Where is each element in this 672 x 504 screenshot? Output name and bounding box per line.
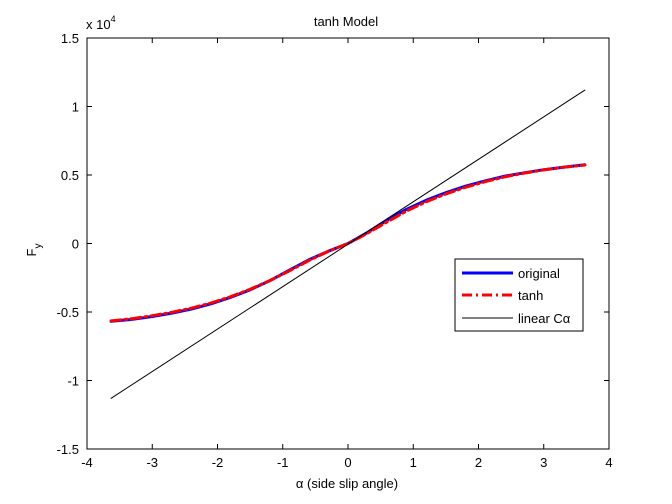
- x-axis-label: α (side slip angle): [296, 476, 398, 491]
- x-tick-label: 4: [605, 455, 612, 470]
- legend-label-linear: linear Cα: [518, 311, 571, 326]
- y-tick-label: -1.5: [57, 442, 79, 457]
- x-tick-label: -1: [277, 455, 289, 470]
- x-tick-label: 2: [475, 455, 482, 470]
- y-tick-label: -0.5: [57, 305, 79, 320]
- y-tick-label: 0.5: [61, 168, 79, 183]
- y-tick-label: 1.5: [61, 31, 79, 46]
- chart-title: tanh Model: [314, 14, 378, 29]
- y-tick-label: 0: [72, 237, 79, 252]
- x-tick-label: -3: [146, 455, 158, 470]
- x-tick-label: -4: [81, 455, 93, 470]
- plot-area: -4 -3 -2 -1 0 1 2 3 4 -1.5 -1 -0.5 0 0.5 1 1.5: [57, 31, 613, 470]
- legend-label-tanh: tanh: [518, 288, 543, 303]
- x-axis-tick-labels: -4 -3 -2 -1 0 1 2 3 4: [81, 455, 612, 470]
- series-linear-line: [110, 89, 586, 399]
- y-axis-tick-labels: -1.5 -1 -0.5 0 0.5 1 1.5: [57, 31, 79, 457]
- series-tanh-line: [109, 163, 587, 323]
- y-axis-ticks: [87, 37, 609, 450]
- y-axis-label-main: F: [24, 248, 39, 256]
- legend-label-original: original: [518, 266, 560, 281]
- x-tick-label: 0: [344, 455, 351, 470]
- legend: original tanh linear Cα: [454, 258, 584, 332]
- y-scale-base: x 10: [86, 17, 111, 32]
- y-scale-prefix: x 104: [86, 14, 116, 32]
- y-scale-exponent: 4: [111, 14, 116, 24]
- x-axis-ticks: [86, 38, 610, 449]
- x-tick-label: 1: [410, 455, 417, 470]
- y-tick-label: 1: [72, 100, 79, 115]
- y-axis-label: Fy: [24, 244, 44, 257]
- x-tick-label: 3: [540, 455, 547, 470]
- y-tick-label: -1: [67, 374, 79, 389]
- x-tick-label: -2: [212, 455, 224, 470]
- y-axis-label-sub: y: [33, 244, 44, 249]
- series-layer: [109, 89, 587, 399]
